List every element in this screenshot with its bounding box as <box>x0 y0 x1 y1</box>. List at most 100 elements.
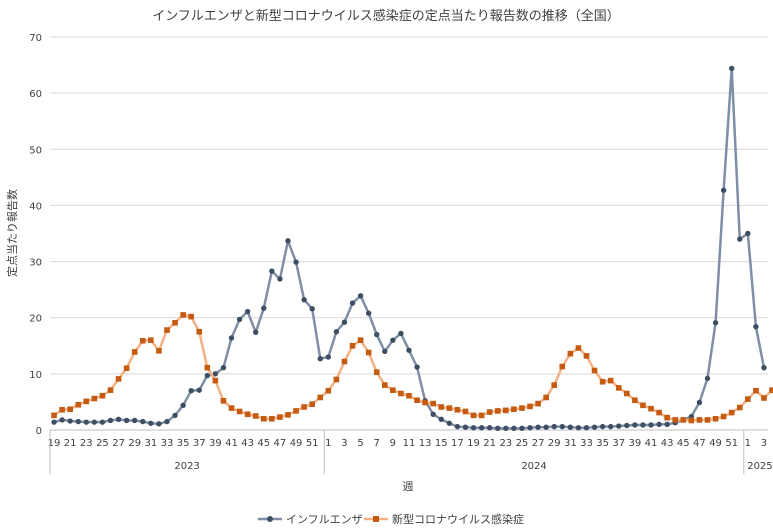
data-point <box>503 425 509 432</box>
data-point <box>132 417 138 424</box>
y-tick-label: 30 <box>29 258 42 269</box>
data-point <box>551 423 557 430</box>
data-point <box>357 293 364 299</box>
data-point <box>220 398 227 404</box>
data-point <box>269 268 275 274</box>
x-tick-label: 29 <box>548 438 561 449</box>
data-point <box>511 425 517 432</box>
data-point <box>156 421 162 427</box>
data-point <box>236 316 243 323</box>
series-influenza <box>51 65 767 432</box>
data-point <box>446 420 453 426</box>
data-point <box>728 65 735 72</box>
data-point <box>543 394 549 401</box>
data-point <box>75 418 81 425</box>
data-point <box>244 411 251 418</box>
data-point <box>648 422 654 428</box>
data-point <box>107 417 114 424</box>
data-point <box>365 349 372 356</box>
x-tick-label: 47 <box>274 438 287 449</box>
x-tick-label: 37 <box>193 438 206 449</box>
data-point <box>382 348 388 355</box>
x-tick-label: 3 <box>761 438 767 449</box>
data-point <box>212 371 219 377</box>
data-point <box>59 406 65 413</box>
x-tick-label: 43 <box>661 438 674 449</box>
x-tick-label: 49 <box>709 438 722 449</box>
data-point <box>519 425 525 432</box>
y-tick-label: 0 <box>36 426 42 437</box>
x-tick-label: 41 <box>645 438 658 449</box>
data-point <box>599 423 606 430</box>
data-point <box>148 337 154 343</box>
x-tick-label: 43 <box>241 438 254 449</box>
data-point <box>615 385 622 391</box>
x-tick-label: 47 <box>693 438 706 449</box>
data-point <box>414 364 420 370</box>
data-point <box>261 305 267 311</box>
data-point <box>446 405 453 411</box>
data-point <box>462 408 469 415</box>
data-point <box>769 387 773 393</box>
data-point <box>478 412 485 419</box>
data-point <box>607 423 614 430</box>
data-point <box>188 313 194 320</box>
data-point <box>583 353 590 359</box>
data-point <box>583 425 590 431</box>
data-point <box>374 331 380 338</box>
year-label: 2024 <box>521 461 546 472</box>
x-tick-label: 39 <box>629 438 642 449</box>
data-point <box>140 418 146 425</box>
x-tick-label: 33 <box>580 438 593 449</box>
data-point <box>494 408 501 414</box>
data-point <box>511 406 517 413</box>
data-point <box>164 327 170 333</box>
legend: インフルエンザ 新型コロナウイルス感染症 <box>258 512 524 526</box>
data-point <box>478 425 485 431</box>
data-point <box>293 408 299 414</box>
data-point <box>83 398 90 405</box>
x-tick-label: 13 <box>419 438 432 449</box>
data-point <box>285 238 291 244</box>
x-tick-label: 31 <box>144 438 157 449</box>
data-point <box>236 408 243 415</box>
data-point <box>83 419 90 425</box>
data-point <box>131 349 138 355</box>
data-point <box>123 365 130 372</box>
data-point <box>196 328 203 335</box>
x-tick-label: 27 <box>112 438 125 449</box>
data-point <box>704 375 711 382</box>
x-tick-label: 25 <box>96 438 109 449</box>
data-point <box>704 417 711 423</box>
data-point <box>696 399 703 406</box>
data-point <box>470 412 477 419</box>
data-point <box>527 403 533 410</box>
data-point <box>91 419 98 425</box>
data-point <box>648 405 654 412</box>
data-point <box>688 417 695 424</box>
x-tick-label: 11 <box>403 438 416 449</box>
data-point <box>728 409 735 416</box>
x-tick-label: 3 <box>341 438 347 449</box>
data-point <box>454 406 461 413</box>
data-point <box>277 276 283 282</box>
x-tick-label: 5 <box>357 438 363 449</box>
data-point <box>599 378 606 385</box>
data-point <box>519 405 525 411</box>
x-axis-title: 週 <box>403 480 414 493</box>
series-covid <box>51 312 773 424</box>
data-point <box>228 405 235 411</box>
data-point <box>115 376 122 382</box>
data-point <box>406 392 412 399</box>
data-point <box>495 425 501 432</box>
x-tick-label: 21 <box>64 438 77 449</box>
data-point <box>253 329 259 336</box>
data-point <box>503 407 509 414</box>
data-point <box>753 387 759 394</box>
data-point <box>212 377 219 384</box>
y-axis-ticks: 0 10 20 30 40 50 60 70 <box>29 33 42 437</box>
data-point <box>656 421 662 428</box>
data-point <box>720 413 727 420</box>
x-tick-label: 19 <box>467 438 480 449</box>
